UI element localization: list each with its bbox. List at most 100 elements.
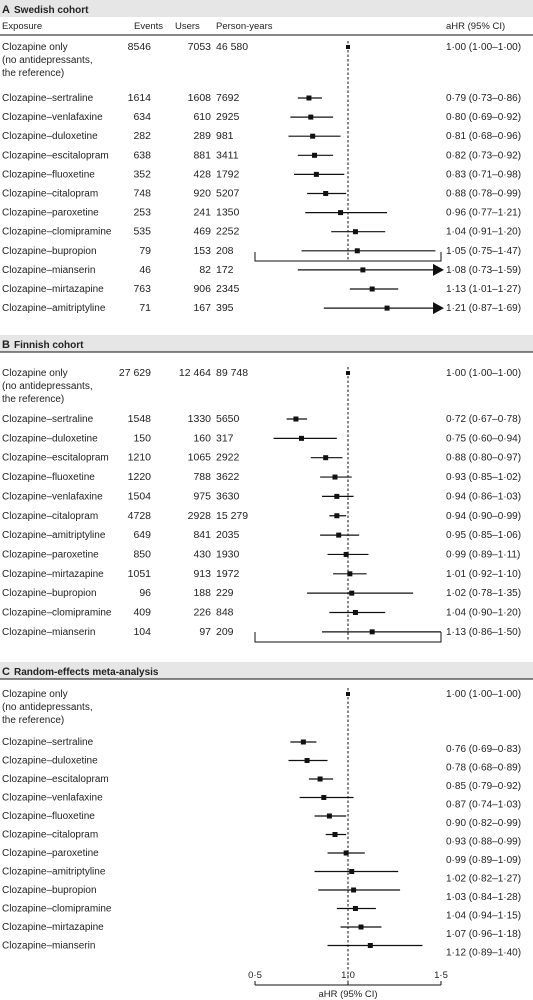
panel-a-reference-users: 7053 xyxy=(188,41,212,53)
panel-b-row-users: 788 xyxy=(193,471,211,483)
panel-c-row-ci: 1·07 (0·96–1·18) xyxy=(446,929,521,940)
panel-c-reference-label: Clozapine only xyxy=(2,689,68,700)
panel-c-row-ci: 0·76 (0·69–0·83) xyxy=(446,744,521,755)
col-header-person-years: Person-years xyxy=(216,21,273,32)
panel-b-hr-point xyxy=(349,590,355,596)
panel-a-row-person-years: 208 xyxy=(216,245,234,257)
panel-a-row-person-years: 2925 xyxy=(216,111,240,123)
panel-a-row-person-years: 1350 xyxy=(216,207,240,219)
panel-c-row-label: Clozapine–paroxetine xyxy=(2,848,99,859)
panel-a-title: Swedish cohort xyxy=(14,5,89,16)
panel-b-row-events: 850 xyxy=(133,548,151,560)
panel-c-hr-point xyxy=(300,739,306,745)
panel-a-row-label: Clozapine–mirtazapine xyxy=(2,284,104,295)
panel-a-row-events: 1614 xyxy=(128,92,152,104)
panel-a-row-events: 748 xyxy=(133,188,151,200)
panel-b-reference-users: 12 464 xyxy=(179,367,211,379)
panel-b-reference-events: 27 629 xyxy=(119,367,151,379)
panel-b-row-events: 1210 xyxy=(128,452,152,464)
panel-b-row-ci: 0·94 (0·86–1·03) xyxy=(446,491,521,502)
panel-b-row-label: Clozapine–fluoxetine xyxy=(2,472,95,483)
panel-c-row-ci: 0·87 (0·74–1·03) xyxy=(446,800,521,811)
panel-b-reference-label: the reference) xyxy=(2,394,64,405)
panel-a-row-label: Clozapine–sertraline xyxy=(2,93,94,104)
panel-a-row-events: 79 xyxy=(139,245,151,257)
panel-b-row-person-years: 3622 xyxy=(216,471,240,483)
panel-b-row-users: 2928 xyxy=(188,510,212,522)
panel-b-row-label: Clozapine–bupropion xyxy=(2,588,97,599)
panel-a-hr-point xyxy=(354,248,360,254)
panel-c-row-label: Clozapine–bupropion xyxy=(2,885,97,896)
panel-b-hr-point xyxy=(369,629,375,635)
panel-b-row-label: Clozapine–mianserin xyxy=(2,627,95,638)
col-header-exposure: Exposure xyxy=(2,21,42,32)
panel-b-row-users: 97 xyxy=(199,626,211,638)
panel-a-row-events: 634 xyxy=(133,111,151,123)
panel-a-row-label: Clozapine–paroxetine xyxy=(2,208,99,219)
panel-b-row-label: Clozapine–escitalopram xyxy=(2,453,109,464)
panel-c-row-ci: 0·99 (0·89–1·09) xyxy=(446,855,521,866)
panel-b-hr-point xyxy=(332,474,338,480)
panel-b-letter: B xyxy=(2,339,10,351)
panel-c-row-label: Clozapine–clomipramine xyxy=(2,904,112,915)
panel-a-row-label: Clozapine–duloxetine xyxy=(2,131,98,142)
panel-b-row-events: 649 xyxy=(133,529,151,541)
panel-c-row-label: Clozapine–escitalopram xyxy=(2,774,109,785)
panel-b-row-users: 975 xyxy=(193,490,211,502)
panel-b-hr-point xyxy=(323,455,329,461)
panel-a-axis-bracket xyxy=(254,252,442,262)
panel-b-row-events: 1548 xyxy=(128,413,152,425)
panel-a-row-ci: 0·82 (0·73–0·92) xyxy=(446,150,521,161)
panel-b-row-person-years: 3630 xyxy=(216,490,240,502)
panel-c-row-label: Clozapine–citalopram xyxy=(2,830,98,841)
panel-b-row-label: Clozapine–paroxetine xyxy=(2,549,99,560)
panel-b-reference-point xyxy=(346,371,350,375)
panel-a-row-users: 241 xyxy=(193,207,211,219)
panel-c-row-ci: 1·12 (0·89–1·40) xyxy=(446,948,521,959)
panel-a-row-events: 46 xyxy=(139,264,151,276)
panel-a-row-ci: 0·80 (0·69–0·92) xyxy=(446,112,521,123)
panel-c-row-label: Clozapine–amitriptyline xyxy=(2,867,106,878)
panel-c-row-label: Clozapine–mirtazapine xyxy=(2,922,104,933)
panel-c-hr-point xyxy=(332,832,338,837)
panel-a-row-label: Clozapine–clomipramine xyxy=(2,227,112,238)
panel-c-letter: C xyxy=(2,666,10,678)
panel-a-row-person-years: 981 xyxy=(216,130,234,142)
panel-c-row-label: Clozapine–fluoxetine xyxy=(2,811,95,822)
panel-b-row-label: Clozapine–sertraline xyxy=(2,414,94,425)
panel-b-row-person-years: 2035 xyxy=(216,529,240,541)
panel-c-row-ci: 1·04 (0·94–1·15) xyxy=(446,911,521,922)
panel-a-reference-label: (no antidepressants, xyxy=(2,55,93,66)
panel-b-row-person-years: 1930 xyxy=(216,548,240,560)
panel-c-hr-point xyxy=(367,943,373,948)
panel-a-reference-label: the reference) xyxy=(2,68,64,79)
panel-a-row-person-years: 172 xyxy=(216,264,234,276)
panel-a-row-label: Clozapine–fluoxetine xyxy=(2,169,95,180)
panel-a-hr-point xyxy=(313,171,319,177)
panel-b-hr-point xyxy=(352,610,358,615)
panel-c-hr-point xyxy=(349,869,355,874)
panel-a-ci-arrow xyxy=(433,263,444,276)
panel-a-row-ci: 1·04 (0·91–1·20) xyxy=(446,227,521,238)
panel-a-reference-ci: 1·00 (1·00–1·00) xyxy=(446,42,521,53)
panel-a-row-label: Clozapine–citalopram xyxy=(2,189,98,200)
panel-b-row-label: Clozapine–amitriptyline xyxy=(2,530,106,541)
panel-a-row-ci: 1·08 (0·73–1·59) xyxy=(446,265,521,276)
panel-a-row-ci: 0·88 (0·78–0·99) xyxy=(446,189,521,200)
panel-b-row-person-years: 317 xyxy=(216,432,234,444)
panel-b-row-users: 188 xyxy=(193,587,211,599)
panel-c-row-ci: 1·03 (0·84–1·28) xyxy=(446,892,521,903)
panel-c-hr-point xyxy=(317,776,323,782)
panel-c-row-ci: 0·93 (0·88–0·99) xyxy=(446,837,521,848)
panel-a-row-label: Clozapine–venlafaxine xyxy=(2,112,103,123)
panel-c-hr-point xyxy=(321,795,327,800)
panel-b-hr-point xyxy=(334,513,340,519)
panel-c-reference-ci: 1·00 (1·00–1·00) xyxy=(446,689,521,700)
panel-a-row-label: Clozapine–escitalopram xyxy=(2,150,109,161)
panel-c-row-ci: 1·02 (0·82–1·27) xyxy=(446,874,521,885)
panel-a-row-events: 282 xyxy=(133,130,151,142)
panel-c-reference-label: (no antidepressants, xyxy=(2,702,93,713)
panel-a-hr-point xyxy=(312,152,318,158)
panel-b-row-label: Clozapine–clomipramine xyxy=(2,608,112,619)
col-header-events: Events xyxy=(134,21,163,32)
